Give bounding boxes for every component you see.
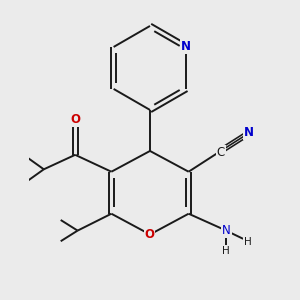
Text: O: O [70,113,80,126]
Text: N: N [182,40,191,53]
Text: N: N [244,126,254,139]
Text: H: H [222,246,230,256]
Text: O: O [145,228,154,241]
Text: H: H [244,237,252,247]
Text: N: N [222,224,231,237]
Text: C: C [217,146,225,159]
